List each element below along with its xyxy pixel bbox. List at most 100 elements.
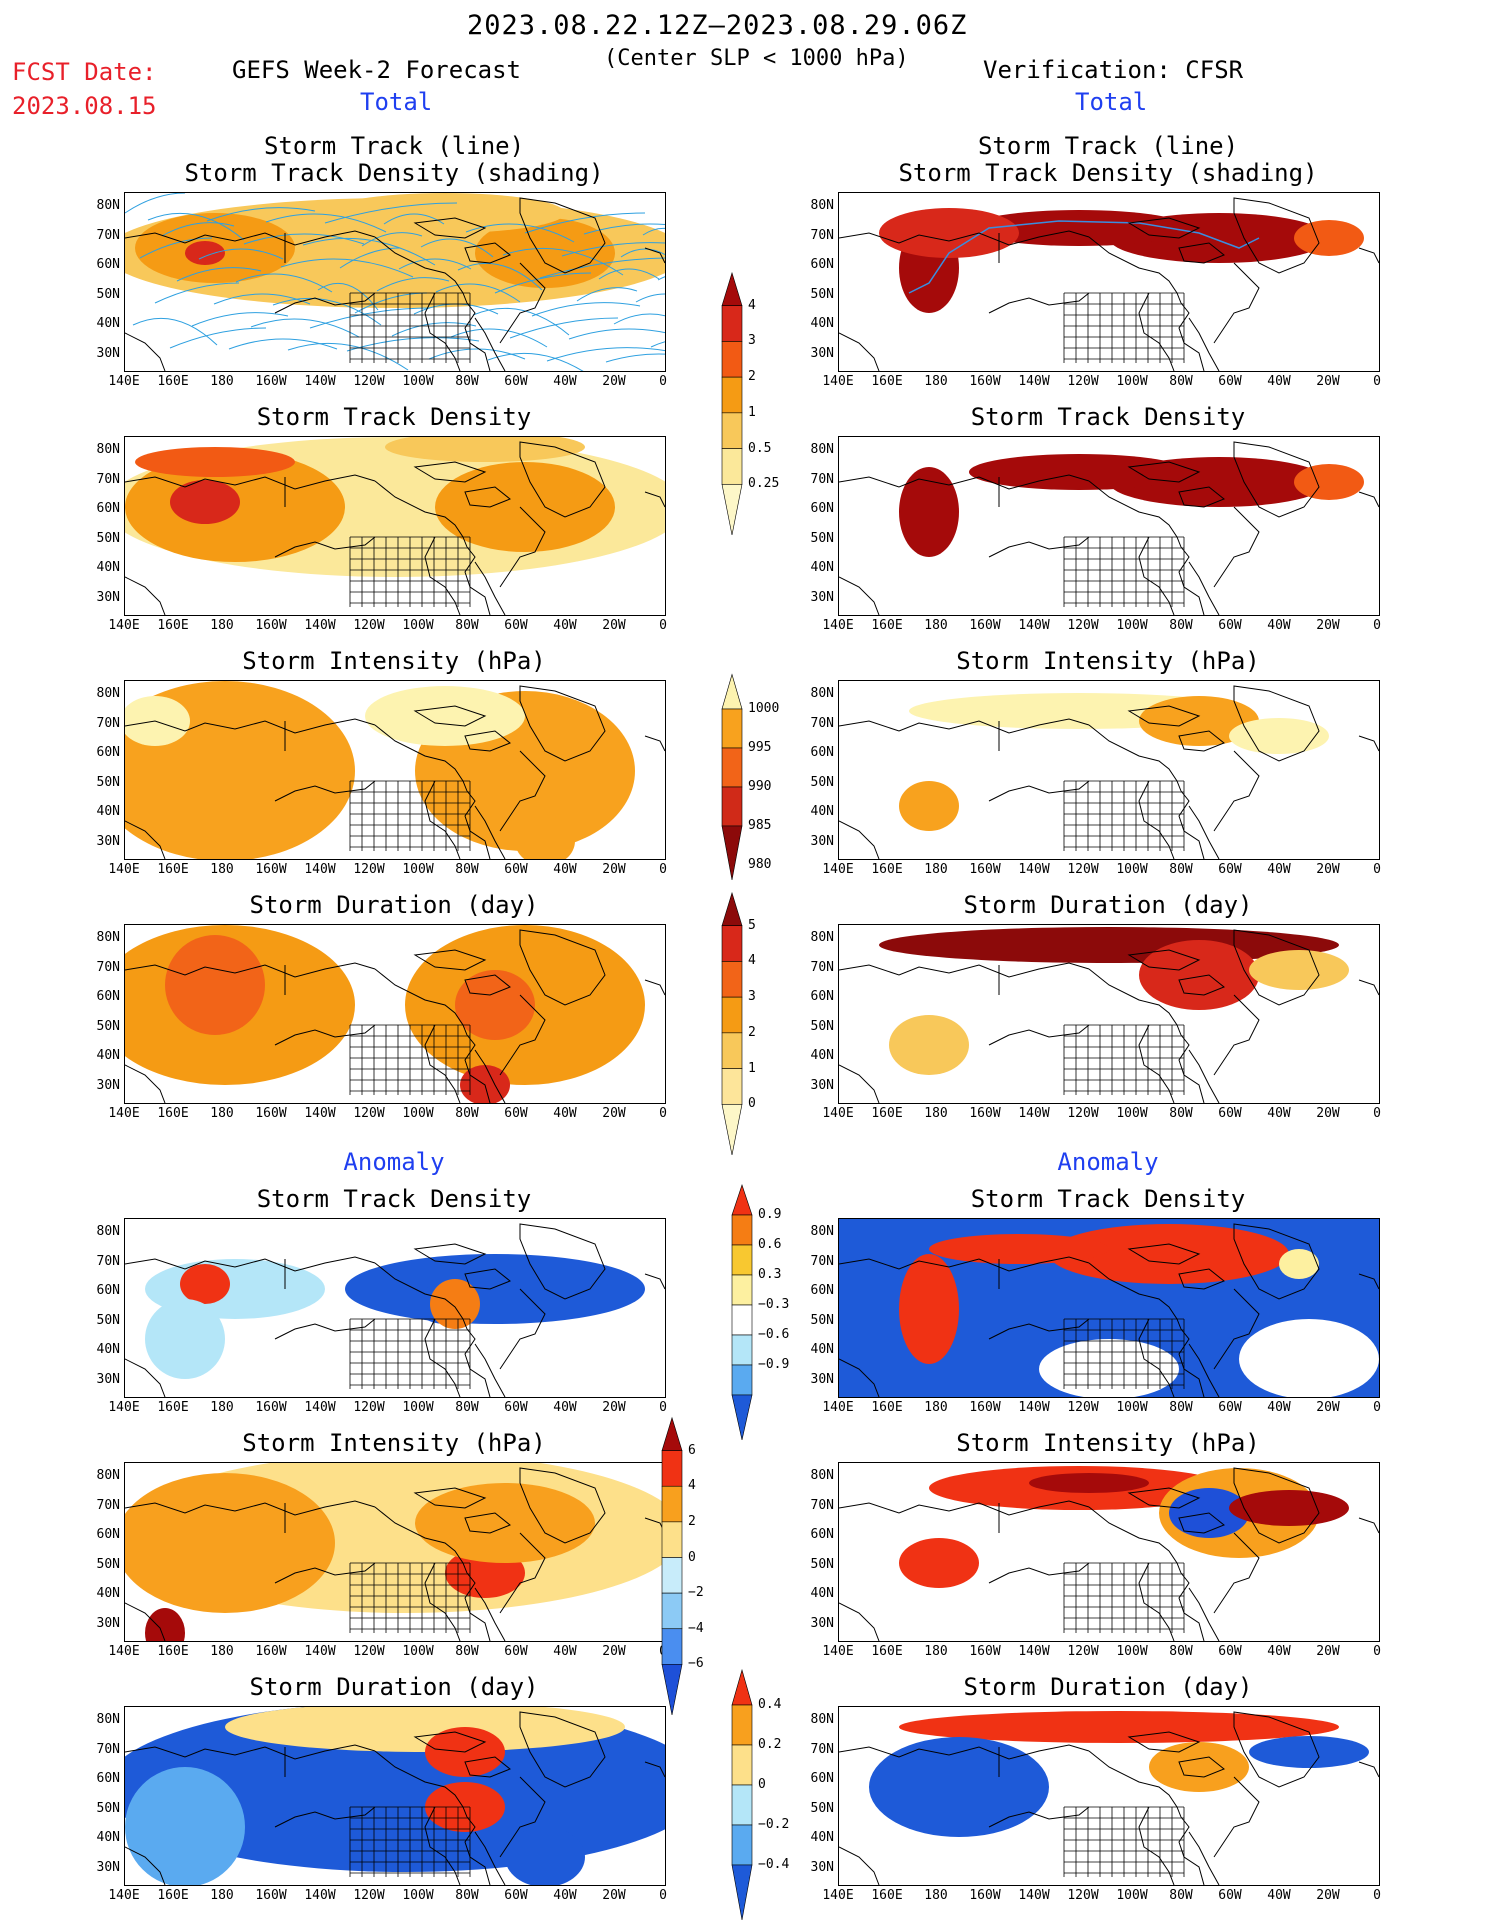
- lon-label: 60W: [504, 374, 528, 389]
- lat-label: 50N: [810, 1312, 834, 1328]
- lon-label: 140E: [108, 1888, 140, 1903]
- lat-label: 70N: [96, 227, 120, 243]
- lat-label: 80N: [810, 442, 834, 457]
- lon-label: 160W: [969, 1106, 1001, 1121]
- lon-label: 100W: [1116, 1888, 1148, 1903]
- lat-label: 80N: [810, 930, 834, 945]
- lon-label: 0: [659, 618, 667, 633]
- field-shading: [460, 1065, 510, 1103]
- lat-label: 50N: [810, 286, 834, 302]
- colorbar-segment: [721, 376, 743, 414]
- lat-label: 50N: [810, 1018, 834, 1034]
- colorbar-label: 0: [758, 1777, 766, 1792]
- map-panel-l4: [124, 1218, 666, 1398]
- left-anomaly-label: Anomaly: [343, 1148, 445, 1176]
- lat-label: 70N: [810, 227, 834, 243]
- lon-label: 80W: [1169, 1888, 1193, 1903]
- field-shading: [1294, 464, 1364, 500]
- lon-label: 160W: [255, 618, 287, 633]
- colorbar-segment: [661, 1521, 683, 1558]
- lon-label: 160W: [255, 1888, 287, 1903]
- lat-label: 70N: [810, 715, 834, 731]
- lat-label: 50N: [96, 1018, 120, 1034]
- lat-label: 80N: [96, 1712, 120, 1727]
- panel-title: Storm Intensity (hPa): [242, 1429, 546, 1457]
- lon-label: 160E: [871, 862, 903, 877]
- lat-label: 40N: [96, 316, 120, 331]
- lon-label: 60W: [1218, 618, 1242, 633]
- field-shading: [475, 218, 615, 288]
- field-shading: [345, 1254, 645, 1324]
- map-panel-r3: [838, 924, 1380, 1104]
- colorbar-label: −4: [688, 1620, 704, 1636]
- colorbar-segment: [721, 305, 743, 342]
- page-title: 2023.08.22.12Z–2023.08.29.06Z: [467, 10, 968, 41]
- lon-label: 0: [1373, 1888, 1381, 1903]
- lat-label: 80N: [810, 686, 834, 701]
- lon-label: 0: [659, 1400, 667, 1415]
- lon-label: 140W: [304, 618, 336, 633]
- colorbar-cap: [731, 1668, 753, 1706]
- colorbar-label: 0.3: [758, 1267, 782, 1282]
- colorbar-cap: [721, 673, 743, 710]
- lon-label: 100W: [402, 374, 434, 389]
- lon-label: 80W: [455, 618, 479, 633]
- lon-label: 40W: [1267, 1400, 1291, 1415]
- lat-label: 60N: [96, 1527, 120, 1542]
- map-svg: [839, 1466, 1379, 1641]
- lon-label: 80W: [1169, 862, 1193, 877]
- field-shading: [135, 447, 295, 477]
- lat-label: 70N: [96, 1497, 120, 1513]
- field-shading: [1239, 1319, 1379, 1397]
- field-shading: [1229, 718, 1329, 754]
- coastlines: [125, 685, 665, 859]
- colorbar-cap: [661, 1416, 683, 1451]
- lon-label: 40W: [1267, 1644, 1291, 1659]
- field-shading: [365, 686, 525, 746]
- lon-label: 160E: [871, 1400, 903, 1415]
- panel-title: Storm Track Density: [256, 403, 532, 431]
- lon-label: 160E: [157, 618, 189, 633]
- colorbar-segment: [721, 1032, 743, 1069]
- lon-label: 60W: [1218, 1106, 1242, 1121]
- map-svg: [839, 685, 1379, 859]
- lat-label: 30N: [96, 1077, 120, 1093]
- lon-label: 160E: [871, 618, 903, 633]
- lon-label: 140E: [108, 374, 140, 389]
- colorbar-segment: [721, 341, 743, 378]
- lat-label: 60N: [810, 1527, 834, 1542]
- lon-label: 60W: [1218, 862, 1242, 877]
- field-shading: [1229, 1490, 1349, 1526]
- lat-label: 30N: [96, 833, 120, 849]
- lon-label: 40W: [553, 374, 577, 389]
- colorbar-label: 985: [748, 818, 772, 833]
- lon-label: 40W: [1267, 618, 1291, 633]
- lon-label: 160E: [871, 374, 903, 389]
- lat-label: 50N: [96, 1800, 120, 1816]
- panel-title: Storm Intensity (hPa): [956, 647, 1260, 675]
- lon-label: 120W: [1067, 1644, 1099, 1659]
- lon-label: 120W: [1067, 618, 1099, 633]
- map-svg: [125, 925, 665, 1103]
- colorbar-label: 980: [748, 857, 772, 872]
- lon-label: 140E: [822, 374, 854, 389]
- lon-label: 120W: [353, 1400, 385, 1415]
- lat-label: 60N: [96, 1283, 120, 1298]
- lat-label: 60N: [810, 257, 834, 272]
- lon-label: 40W: [553, 1644, 577, 1659]
- lat-label: 40N: [810, 1048, 834, 1063]
- map-svg: [125, 437, 665, 615]
- field-shading: [125, 696, 190, 746]
- lon-label: 140W: [1018, 374, 1050, 389]
- lon-label: 60W: [504, 1106, 528, 1121]
- lat-label: 40N: [96, 1830, 120, 1845]
- lon-label: 160W: [255, 1106, 287, 1121]
- field-shading: [969, 210, 1189, 246]
- lon-label: 20W: [1316, 1644, 1340, 1659]
- lon-label: 120W: [353, 1644, 385, 1659]
- field-shading: [170, 480, 240, 524]
- colorbar-label: 4: [748, 953, 756, 969]
- lon-label: 180: [210, 862, 234, 877]
- colorbar-segment: [731, 1744, 753, 1786]
- lat-label: 50N: [96, 774, 120, 790]
